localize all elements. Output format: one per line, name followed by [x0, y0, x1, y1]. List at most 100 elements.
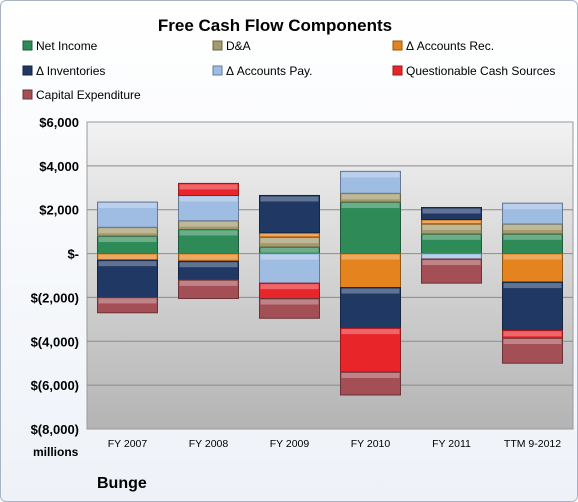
legend-item: Δ Inventories	[22, 64, 105, 78]
bar-segment	[259, 246, 320, 255]
y-tick-label: $6,000	[39, 115, 79, 130]
x-tick-label: FY 2008	[189, 438, 229, 450]
y-tick-label: $(2,000)	[31, 290, 79, 305]
chart-title: Free Cash Flow Components	[158, 16, 392, 35]
bar-segment-highlight	[503, 204, 562, 210]
x-tick-label: FY 2011	[432, 438, 471, 450]
bar-segment	[502, 202, 563, 225]
bar-segment-highlight	[341, 194, 400, 200]
legend-label: Questionable Cash Sources	[406, 64, 555, 78]
bar-segment-highlight	[503, 224, 562, 230]
bar-segment	[178, 253, 239, 262]
legend-swatch	[392, 40, 403, 51]
x-tick-label: FY 2009	[270, 438, 310, 450]
bar-segment-highlight	[98, 298, 157, 304]
bar-segment-highlight	[341, 329, 400, 335]
bar-segment-fill	[502, 281, 563, 331]
bar-segment-highlight	[503, 283, 562, 289]
y-tick-label: $(8,000)	[31, 422, 79, 437]
bar-segment-highlight	[503, 234, 562, 240]
plot-area	[86, 121, 574, 430]
y-tick-label: $4,000	[39, 159, 79, 174]
legend-label: Δ Accounts Pay.	[226, 64, 313, 78]
unit-label: millions	[33, 445, 79, 459]
bar-segment-highlight	[260, 299, 319, 305]
bar-segment-fill	[259, 194, 320, 234]
bar-segment	[502, 281, 563, 331]
bar-segment-fill	[340, 287, 401, 329]
bar-segment-highlight	[422, 220, 481, 223]
legend-swatch	[212, 40, 223, 51]
bar-segment	[178, 260, 239, 281]
bar-segment	[97, 226, 158, 237]
bar-segment	[178, 182, 239, 196]
bar-segment-highlight	[179, 230, 238, 236]
legend-item: Capital Expenditure	[22, 88, 141, 102]
bar-segment	[421, 233, 482, 255]
legend-label: Δ Accounts Rec.	[406, 39, 494, 53]
bar-segment-highlight	[341, 288, 400, 294]
bar-segment-highlight	[341, 254, 400, 260]
bar-segment	[178, 279, 239, 300]
bar-segment-highlight	[98, 261, 157, 267]
bars	[97, 170, 563, 396]
gridlines	[87, 165, 573, 386]
company-label: Bunge	[97, 475, 147, 492]
bar-segment	[502, 337, 563, 364]
legend-label: Δ Inventories	[36, 64, 105, 78]
bar-segment	[502, 329, 563, 339]
bar-segment	[259, 194, 320, 234]
x-tick-label: FY 2010	[351, 438, 391, 450]
bar-segment	[340, 170, 401, 194]
legend-item: Δ Accounts Rec.	[392, 39, 494, 53]
bar-segment-highlight	[422, 224, 481, 230]
bar-segment-fill	[340, 327, 401, 373]
legend-label: D&A	[226, 39, 251, 53]
legend-swatch	[212, 65, 223, 76]
bar-segment	[97, 253, 158, 261]
x-tick-label: FY 2007	[108, 438, 148, 450]
bar-segment-highlight	[422, 208, 481, 214]
legend-item: Net Income	[22, 39, 98, 53]
legend-item: D&A	[212, 39, 251, 53]
x-tick-label: TTM 9-2012	[504, 438, 561, 450]
bar-segment-highlight	[98, 254, 157, 260]
bar-segment-highlight	[179, 221, 238, 227]
legend-swatch	[22, 65, 33, 76]
bar-segment-highlight	[260, 254, 319, 260]
y-axis-ticks: $(8,000) $(6,000) $(4,000) $(2,000) $- $2,000…	[31, 115, 79, 437]
bar-segment-highlight	[98, 203, 157, 209]
legend-swatch	[392, 65, 403, 76]
bar-segment	[178, 194, 239, 222]
bar-segment-highlight	[260, 196, 319, 202]
legend: Net Income D&A Δ Accounts Rec. Δ Inventorie…	[22, 39, 555, 102]
bar-segment-highlight	[179, 280, 238, 286]
y-tick-label: $-	[67, 247, 79, 262]
bar-segment-highlight	[260, 233, 319, 237]
bar-segment-highlight	[422, 260, 481, 266]
bar-segment-highlight	[260, 238, 319, 244]
bar-segment	[340, 192, 401, 203]
bar-segment	[97, 201, 158, 228]
bar-segment-highlight	[422, 254, 481, 259]
legend-swatch	[22, 40, 33, 51]
bar-segment	[421, 207, 482, 221]
bar-segment	[421, 253, 482, 260]
legend-label: Net Income	[36, 39, 98, 53]
bar-segment	[259, 282, 320, 300]
bar-segment	[502, 233, 563, 255]
y-tick-label: $2,000	[39, 203, 79, 218]
bar-segment	[97, 296, 158, 314]
bar-segment	[340, 201, 401, 255]
bar-segment	[421, 219, 482, 225]
x-axis-ticks: FY 2007 FY 2008 FY 2009 FY 2010 FY 2011 TTM 9…	[108, 438, 562, 450]
bar-segment-highlight	[98, 228, 157, 234]
bar-segment-highlight	[98, 237, 157, 243]
bar-segment	[178, 228, 239, 255]
bar-segment-fill	[340, 201, 401, 255]
bar-segment	[502, 253, 563, 283]
legend-item: Questionable Cash Sources	[392, 64, 555, 78]
legend-swatch	[22, 89, 33, 100]
